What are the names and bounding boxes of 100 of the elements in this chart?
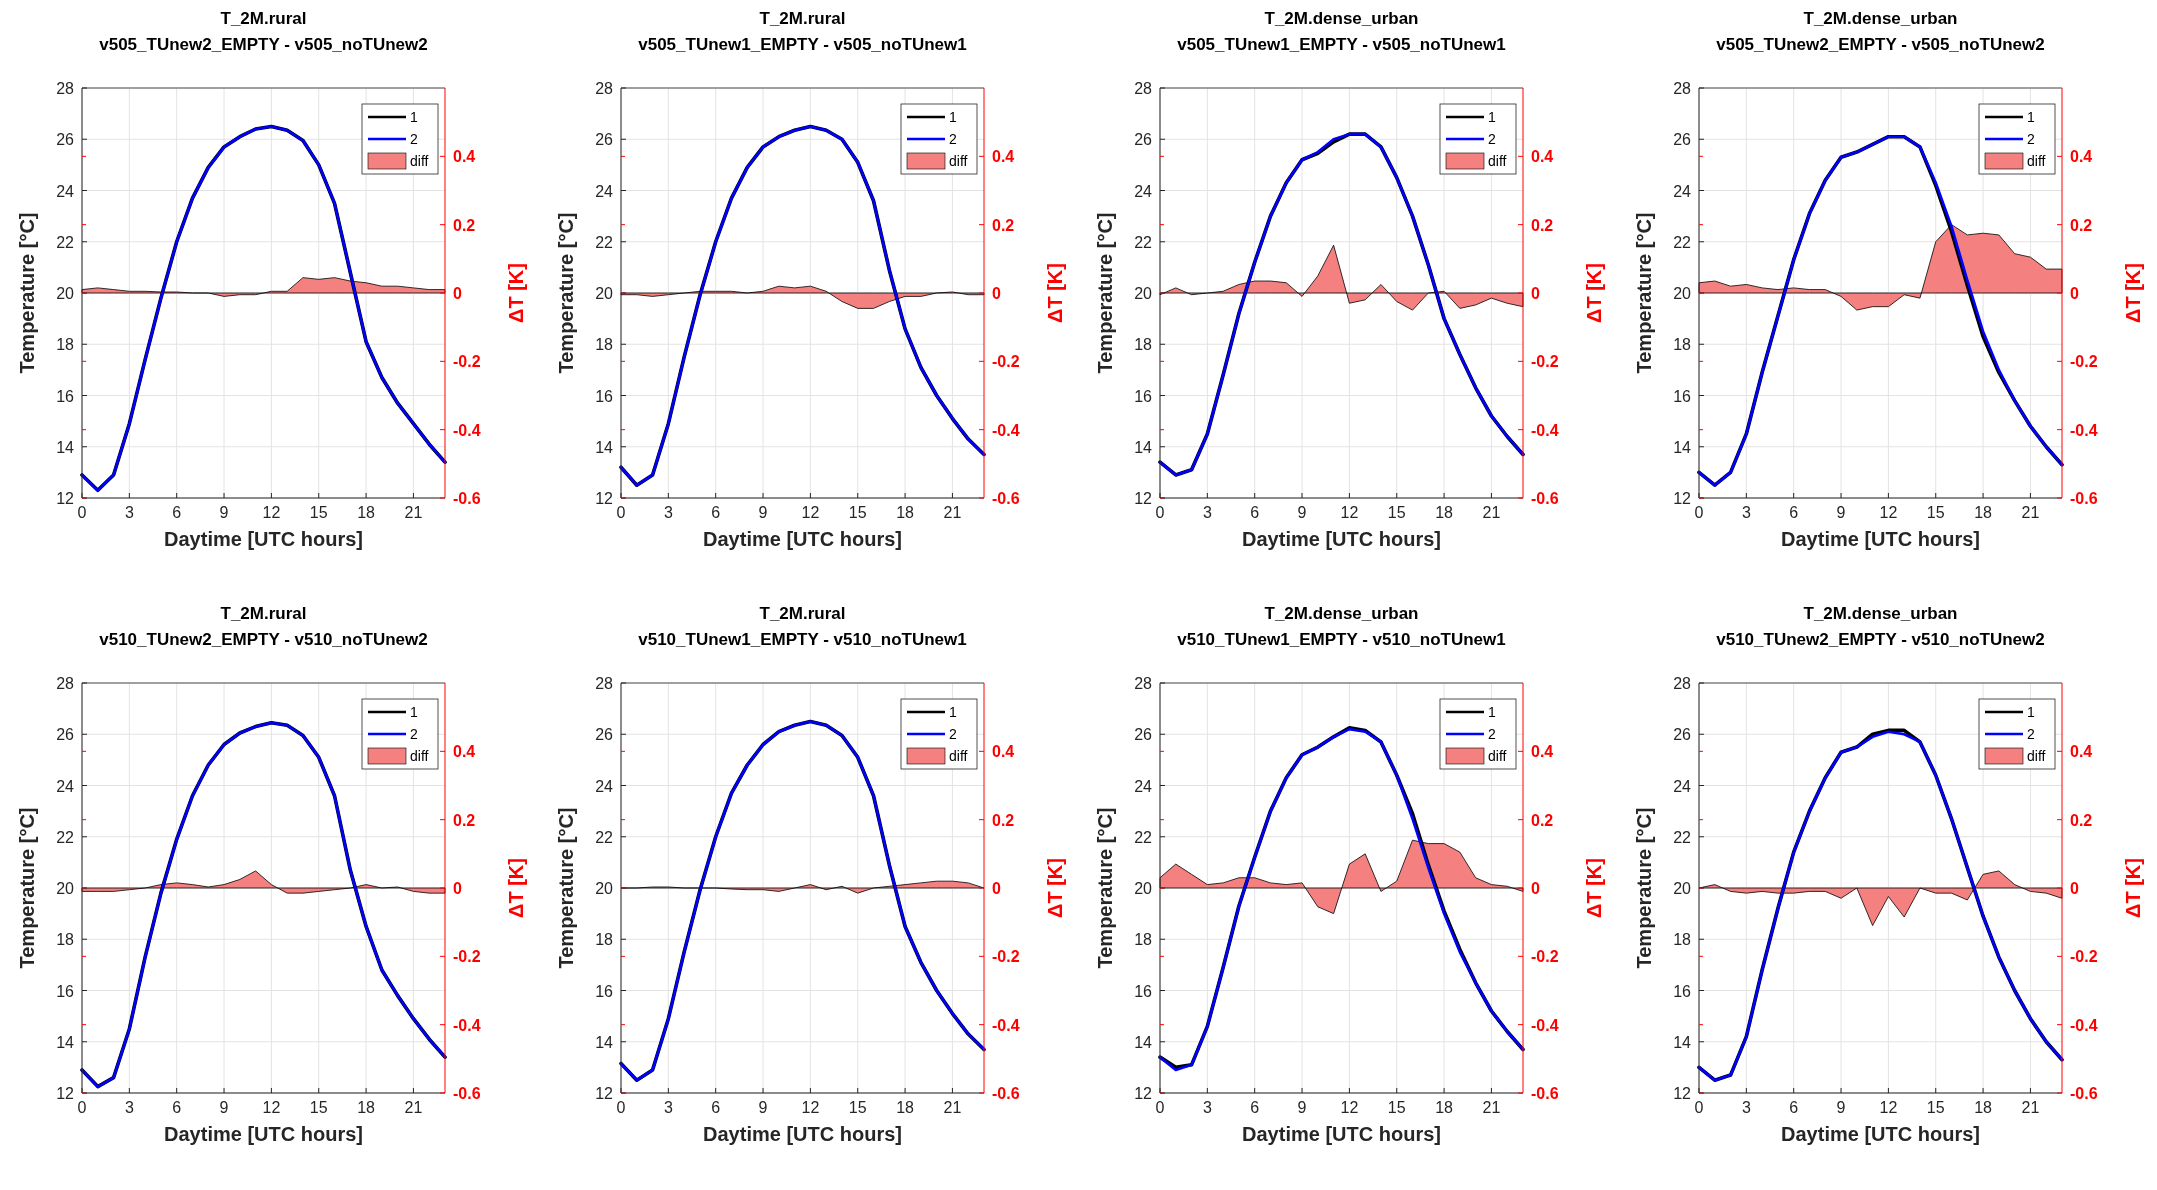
x-tick-label: 6: [172, 504, 182, 521]
chart-subtitle: v505_TUnew2_EMPTY - v505_noTUnew2: [99, 35, 428, 54]
y-tick-label: 28: [56, 675, 75, 692]
legend-label: 1: [410, 704, 418, 720]
x-tick-label: 9: [758, 1099, 768, 1116]
x-tick-label: 9: [219, 1099, 229, 1116]
y2-tick-label: 0: [453, 285, 462, 302]
y-tick-label: 22: [56, 233, 75, 251]
x-tick-label: 0: [1155, 504, 1165, 521]
chart-title: T_2M.rural: [759, 604, 846, 623]
y-tick-label: 12: [1134, 490, 1153, 507]
chart-title: T_2M.rural: [220, 604, 307, 623]
x-tick-label: 18: [1435, 504, 1454, 521]
x-tick-label: 3: [1741, 1099, 1751, 1116]
y2-axis-title: ΔT [K]: [1044, 263, 1066, 323]
y2-tick-label: -0.2: [1531, 353, 1559, 371]
y-tick-label: 12: [595, 1085, 614, 1102]
chart-subtitle: v510_TUnew1_EMPTY - v510_noTUnew1: [638, 630, 967, 649]
y-tick-label: 20: [1673, 285, 1692, 302]
y-tick-label: 18: [1673, 931, 1692, 949]
y2-tick-label: -0.4: [2070, 421, 2098, 439]
y-tick-label: 28: [1673, 80, 1692, 97]
x-tick-label: 12: [1879, 1099, 1898, 1116]
x-tick-label: 15: [309, 1099, 328, 1116]
y-tick-label: 22: [56, 828, 75, 846]
legend-label: 1: [1488, 704, 1496, 720]
y-tick-label: 14: [1673, 1033, 1692, 1051]
y2-tick-label: -0.4: [992, 1016, 1020, 1034]
chart-subtitle: v510_TUnew2_EMPTY - v510_noTUnew2: [99, 630, 428, 649]
y-axis-title: Temperature [°C]: [1633, 212, 1655, 374]
y-tick-label: 26: [1134, 131, 1153, 149]
legend-label: 1: [1488, 109, 1496, 125]
y-tick-label: 22: [595, 828, 614, 846]
y2-tick-label: 0.2: [1531, 811, 1554, 829]
x-axis-title: Daytime [UTC hours]: [1781, 1123, 1980, 1145]
y-tick-label: 16: [1673, 387, 1692, 405]
y2-tick-label: -0.4: [1531, 1016, 1559, 1034]
y2-tick-label: 0.4: [1531, 743, 1554, 761]
x-tick-label: 18: [1974, 504, 1993, 521]
y2-axis-title: ΔT [K]: [1583, 263, 1605, 323]
x-axis-title: Daytime [UTC hours]: [164, 528, 363, 550]
x-axis-title: Daytime [UTC hours]: [703, 1123, 902, 1145]
y-tick-label: 12: [56, 490, 75, 507]
y-tick-label: 24: [1134, 182, 1153, 200]
x-tick-label: 3: [663, 1099, 673, 1116]
legend-label: 1: [2027, 704, 2035, 720]
x-tick-label: 6: [172, 1099, 182, 1116]
y-tick-label: 16: [1673, 982, 1692, 1000]
y2-axis-title: ΔT [K]: [505, 263, 527, 323]
y-tick-label: 22: [595, 233, 614, 251]
y2-tick-label: -0.2: [992, 948, 1020, 966]
x-tick-label: 6: [711, 504, 721, 521]
x-tick-label: 21: [943, 504, 962, 521]
x-tick-label: 0: [1155, 1099, 1165, 1116]
legend-label: 2: [2027, 726, 2035, 742]
y-axis-title: Temperature [°C]: [555, 212, 577, 374]
y-axis-title: Temperature [°C]: [16, 212, 38, 374]
y-tick-label: 14: [1134, 1033, 1153, 1051]
y-tick-label: 18: [1673, 336, 1692, 354]
y2-tick-label: 0.2: [992, 811, 1015, 829]
x-tick-label: 3: [1741, 504, 1751, 521]
y-tick-label: 20: [595, 880, 614, 897]
y-tick-label: 14: [56, 1033, 75, 1051]
x-tick-label: 15: [1926, 504, 1945, 521]
x-tick-label: 21: [404, 504, 423, 521]
y-tick-label: 14: [56, 438, 75, 456]
x-axis-title: Daytime [UTC hours]: [164, 1123, 363, 1145]
y-tick-label: 20: [1673, 880, 1692, 897]
y2-tick-label: -0.6: [2070, 1085, 2098, 1102]
legend-label: 2: [1488, 131, 1496, 147]
y2-tick-label: -0.4: [453, 1016, 481, 1034]
x-tick-label: 15: [1387, 1099, 1406, 1116]
x-tick-label: 18: [896, 504, 915, 521]
y2-tick-label: -0.4: [1531, 421, 1559, 439]
y2-axis-title: ΔT [K]: [505, 858, 527, 918]
y2-tick-label: -0.4: [453, 421, 481, 439]
x-tick-label: 9: [219, 504, 229, 521]
x-tick-label: 18: [357, 1099, 376, 1116]
x-axis-title: Daytime [UTC hours]: [1242, 528, 1441, 550]
y2-tick-label: 0.4: [2070, 743, 2093, 761]
y-axis-title: Temperature [°C]: [16, 807, 38, 969]
x-tick-label: 15: [848, 1099, 867, 1116]
chart-subtitle: v510_TUnew2_EMPTY - v510_noTUnew2: [1716, 630, 2045, 649]
legend-label: 2: [410, 131, 418, 147]
x-tick-label: 6: [711, 1099, 721, 1116]
y-tick-label: 26: [1673, 726, 1692, 744]
x-tick-label: 0: [616, 1099, 626, 1116]
y2-tick-label: 0: [453, 880, 462, 897]
y-tick-label: 18: [56, 931, 75, 949]
x-tick-label: 12: [262, 504, 281, 521]
x-tick-label: 15: [1387, 504, 1406, 521]
x-tick-label: 15: [848, 504, 867, 521]
legend-label: diff: [410, 153, 429, 169]
y-tick-label: 16: [1134, 982, 1153, 1000]
x-tick-label: 12: [801, 504, 820, 521]
legend-label: 2: [1488, 726, 1496, 742]
legend-label: 2: [2027, 131, 2035, 147]
x-tick-label: 6: [1250, 1099, 1260, 1116]
y2-tick-label: 0.4: [992, 743, 1015, 761]
x-tick-label: 18: [357, 504, 376, 521]
